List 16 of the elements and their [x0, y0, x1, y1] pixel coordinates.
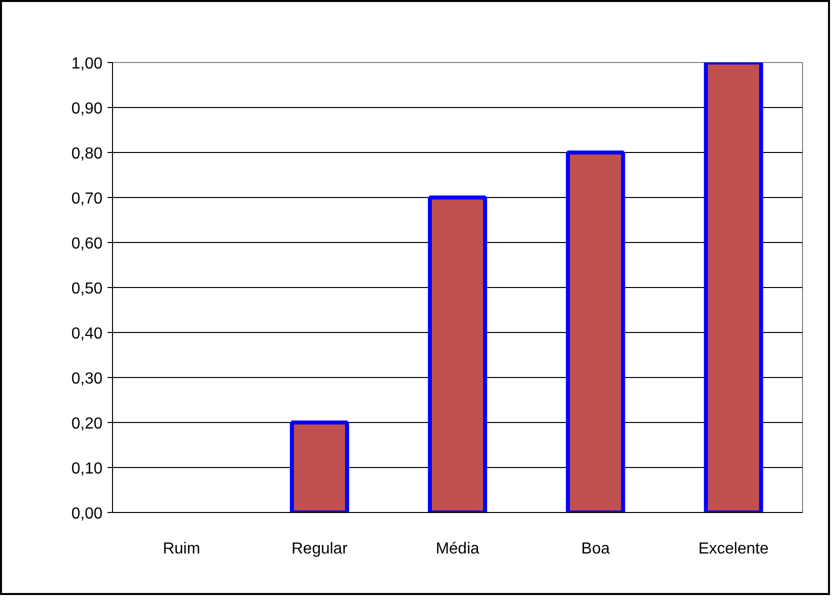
y-tick-label: 1,00 — [71, 56, 103, 72]
x-tick-label: Ruim — [162, 540, 200, 558]
y-tick-label: 0,70 — [71, 190, 103, 208]
y-tick-label: 0,10 — [71, 460, 103, 478]
y-tick-label: 0,40 — [71, 326, 103, 342]
x-tick-label: Média — [436, 540, 480, 558]
y-tick-label: 0,80 — [71, 146, 103, 162]
x-tick-label: Excelente — [698, 540, 769, 558]
y-tick-label: 0,20 — [71, 416, 103, 432]
x-tick-label: Boa — [581, 540, 610, 558]
y-tick-label: 0,00 — [71, 506, 103, 522]
x-tick-label: Regular — [291, 540, 348, 558]
y-tick-label: 0,60 — [71, 236, 103, 252]
y-tick-label: 0,30 — [71, 370, 103, 388]
y-tick-label: 0,90 — [71, 100, 103, 118]
y-tick-label: 0,50 — [71, 280, 103, 298]
